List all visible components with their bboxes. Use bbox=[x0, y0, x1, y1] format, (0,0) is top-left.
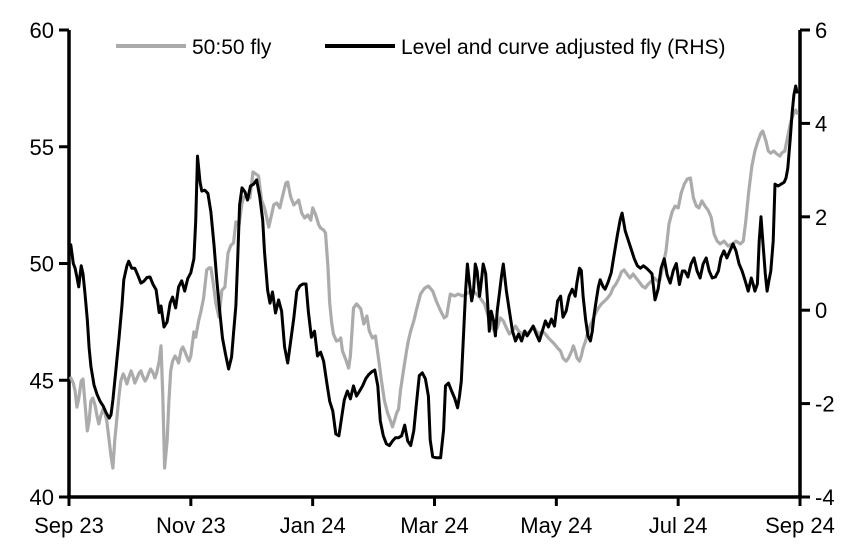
x-tick-label: Nov 23 bbox=[156, 513, 226, 538]
series-level-curve-adjusted-fly-line bbox=[69, 84, 799, 460]
x-tick-label: Mar 24 bbox=[400, 513, 468, 538]
right-axis-ticks: -4 -2 0 2 4 6 bbox=[800, 18, 835, 510]
left-tick-label: 40 bbox=[30, 485, 54, 510]
right-tick-label: 2 bbox=[815, 205, 827, 230]
right-tick-label: 0 bbox=[815, 298, 827, 323]
right-tick-label: 6 bbox=[815, 18, 827, 43]
x-tick-label: Jul 24 bbox=[649, 513, 708, 538]
x-tick-label: May 24 bbox=[520, 513, 592, 538]
legend-label-level-curve-fly: Level and curve adjusted fly (RHS) bbox=[401, 36, 726, 59]
right-tick-label: -2 bbox=[815, 392, 835, 417]
right-tick-label: 4 bbox=[815, 111, 827, 136]
left-tick-label: 60 bbox=[30, 18, 54, 43]
legend: 50:50 fly Level and curve adjusted fly (… bbox=[116, 36, 726, 59]
x-axis-ticks: Sep 23 Nov 23 Jan 24 Mar 24 May 24 Jul 24 Sep … bbox=[34, 497, 835, 538]
left-tick-label: 50 bbox=[30, 252, 54, 277]
left-tick-label: 55 bbox=[30, 135, 54, 160]
left-axis-ticks: 40 45 50 55 60 bbox=[30, 18, 69, 510]
legend-label-50-50-fly: 50:50 fly bbox=[192, 36, 272, 59]
left-tick-label: 45 bbox=[30, 368, 54, 393]
x-tick-label: Jan 24 bbox=[280, 513, 346, 538]
x-tick-label: Sep 24 bbox=[765, 513, 835, 538]
right-tick-label: -4 bbox=[815, 485, 835, 510]
x-tick-label: Sep 23 bbox=[34, 513, 104, 538]
